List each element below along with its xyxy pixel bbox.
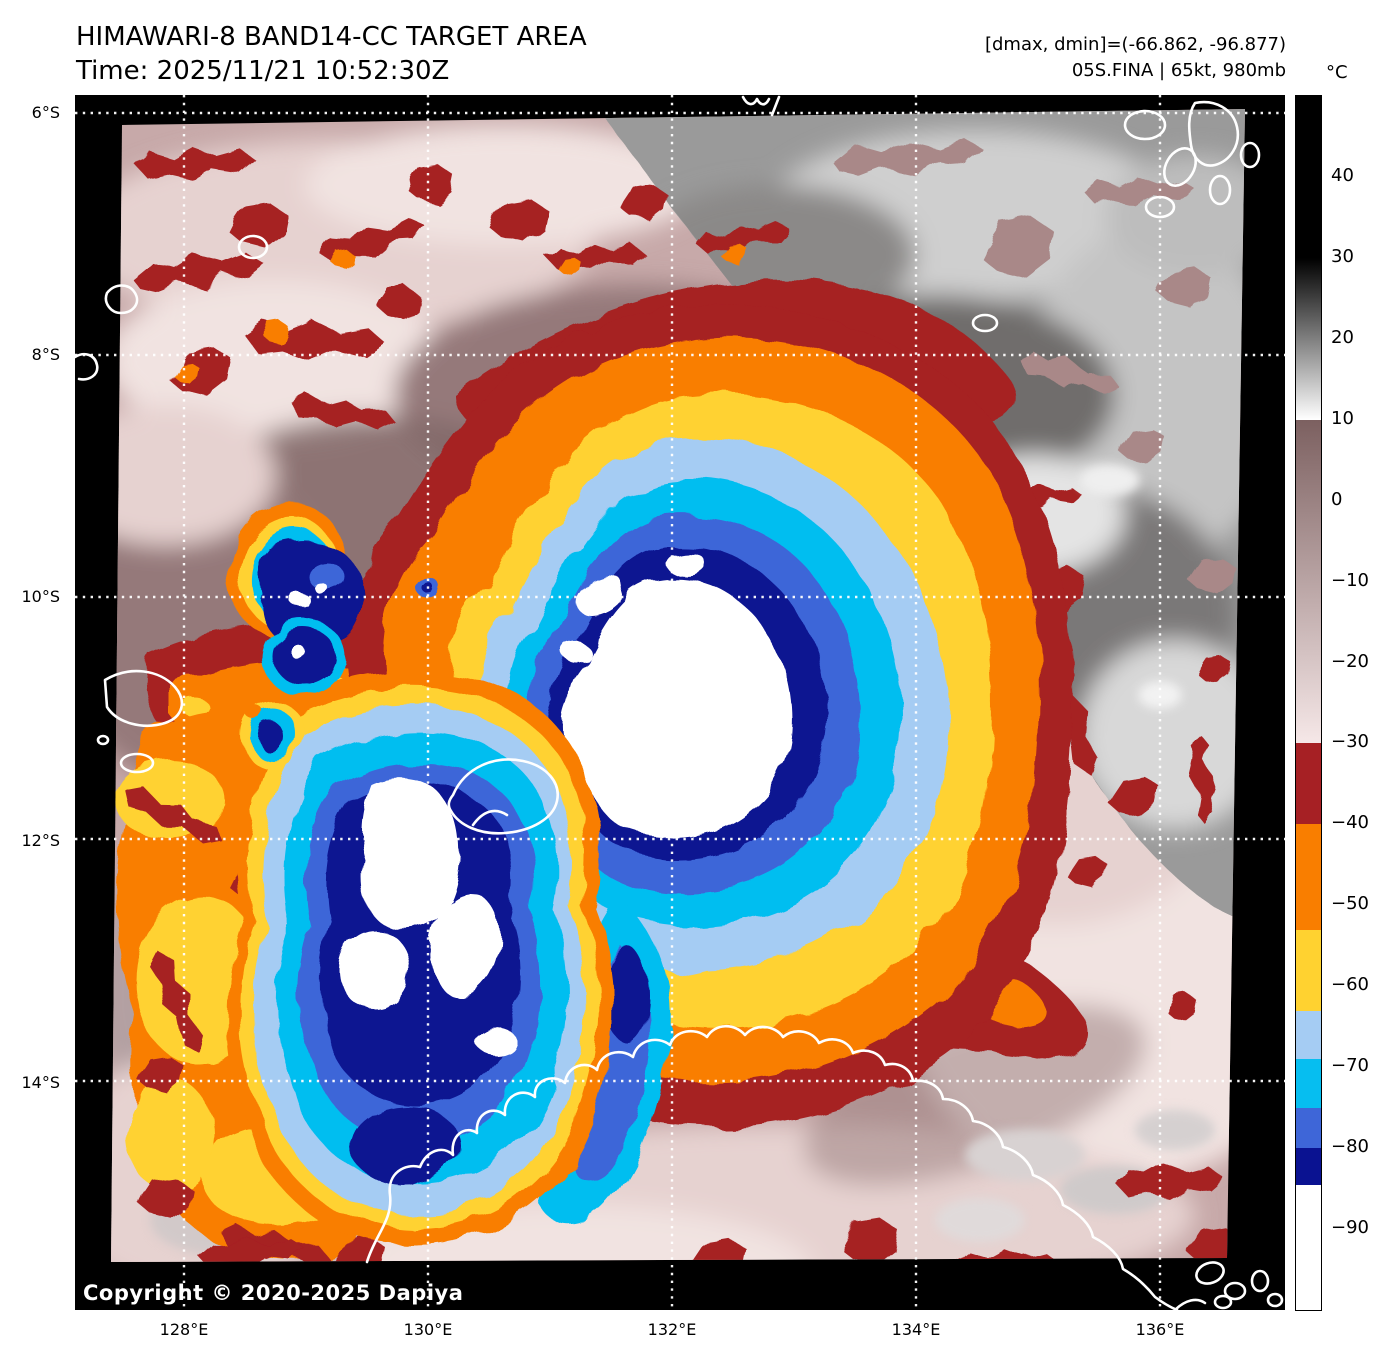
colorbar-segment: [1296, 419, 1321, 744]
colorbar-tick-label: −60: [1331, 974, 1369, 996]
colorbar-tick-label: −50: [1331, 893, 1369, 915]
colorbar-segment: [1296, 1107, 1321, 1149]
lon-tick-label: 128°E: [159, 1320, 209, 1339]
lat-tick-label: 6°S: [31, 103, 60, 122]
timestamp: Time: 2025/11/21 10:52:30Z: [76, 56, 450, 86]
title-block: HIMAWARI-8 BAND14-CC TARGET AREA Time: 2…: [76, 20, 587, 88]
lon-tick-label: 130°E: [403, 1320, 453, 1339]
colorbar-segment: [1296, 743, 1321, 825]
dmax-dmin-annotation: [dmax, dmin]=(-66.862, -96.877): [984, 34, 1286, 55]
lon-tick-label: 134°E: [891, 1320, 941, 1339]
colorbar-segment: [1296, 1010, 1321, 1060]
colorbar-segment: [1296, 96, 1321, 259]
colorbar-tick-label: −80: [1331, 1136, 1369, 1158]
temperature-colorbar: [1295, 95, 1322, 1311]
copyright-label: Copyright © 2020-2025 Dapiya: [83, 1281, 464, 1305]
tanimbar-islands-coastline: [1123, 100, 1261, 219]
data-swath: [111, 109, 1245, 1262]
melville-island-coastline: [447, 758, 559, 835]
colorbar-tick-label: 20: [1331, 326, 1354, 348]
australia-coastline: [365, 1024, 1179, 1310]
timor-coastline: [103, 669, 184, 727]
page-title: HIMAWARI-8 BAND14-CC TARGET AREA: [76, 22, 587, 52]
colorbar-unit-label: °C: [1326, 62, 1348, 83]
latitude-axis: 6°S 8°S 10°S 12°S 14°S: [0, 0, 68, 1359]
colorbar-segment: [1296, 257, 1321, 421]
colorbar-segment: [1296, 1184, 1321, 1311]
graticule: [75, 95, 1285, 1310]
colorbar-segment: [1296, 824, 1321, 931]
lat-tick-label: 8°S: [31, 345, 60, 364]
coastlines: [75, 95, 1284, 1310]
lat-tick-label: 10°S: [21, 587, 60, 606]
colorbar-segment: [1296, 929, 1321, 1012]
annotation-block: [dmax, dmin]=(-66.862, -96.877) 05S.FINA…: [985, 32, 1286, 84]
colorbar-tick-label: −30: [1331, 731, 1369, 753]
colorbar-tick-label: −10: [1331, 569, 1369, 591]
satellite-map: [75, 95, 1285, 1310]
lat-tick-label: 14°S: [21, 1073, 60, 1092]
colorbar-tick-label: 10: [1331, 407, 1354, 429]
colorbar-tick-label: 30: [1331, 245, 1354, 267]
lon-tick-label: 132°E: [647, 1320, 697, 1339]
wessel-islands-coastline: [1173, 1261, 1284, 1310]
storm-id-annotation: 05S.FINA | 65kt, 980mb: [1071, 60, 1286, 81]
colorbar-tick-label: 0: [1331, 488, 1343, 510]
colorbar-tick-label: −40: [1331, 812, 1369, 834]
lat-tick-label: 12°S: [21, 831, 60, 850]
colorbar-tick-label: −70: [1331, 1055, 1369, 1077]
colorbar-tick-label: −20: [1331, 650, 1369, 672]
colorbar-tick-label: −90: [1331, 1217, 1369, 1239]
lon-tick-label: 136°E: [1135, 1320, 1185, 1339]
colorbar-segment: [1296, 1059, 1321, 1109]
colorbar-segment: [1296, 1148, 1321, 1186]
west-cold-spots: [228, 502, 439, 769]
colorbar-tick-label: 40: [1331, 164, 1354, 186]
